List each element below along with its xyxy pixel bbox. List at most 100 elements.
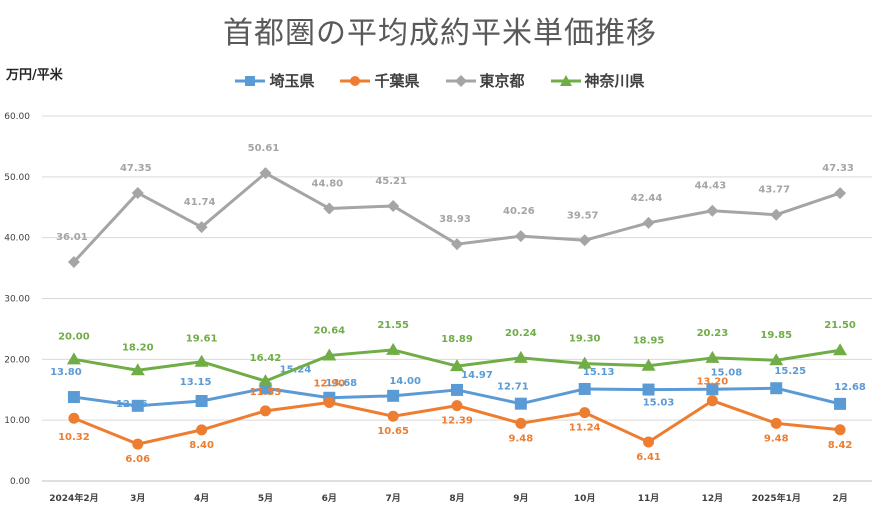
data-label: 40.26 [503,206,535,217]
legend-marker-kanagawa [550,74,581,86]
data-point [196,424,208,436]
x-tick-label: 2024年2月 [49,492,98,504]
x-tick-label: 6月 [322,493,337,504]
legend-label-saitama: 埼玉県 [269,72,315,90]
data-label: 21.50 [824,320,856,331]
data-point [386,342,401,355]
data-point [451,238,463,251]
data-label: 20.24 [505,328,537,339]
y-tick-label: 50.00 [4,173,30,183]
data-label: 8.40 [189,440,214,451]
x-tick-label: 2月 [832,493,847,504]
data-label: 13.68 [325,378,357,389]
data-label: 50.61 [248,143,280,154]
legend-item-tokyo: 東京都 [445,70,525,91]
data-point [578,234,591,247]
data-point [130,363,145,376]
data-label: 14.00 [389,376,421,387]
legend-label-chiba: 千葉県 [374,72,420,90]
y-tick-label: 10.00 [4,416,30,426]
data-label: 8.42 [828,440,853,451]
data-label: 20.64 [313,325,345,336]
data-label: 18.20 [122,342,154,353]
y-tick-label: 20.00 [4,355,30,365]
data-label: 13.20 [697,377,729,388]
data-point [770,417,782,429]
data-point [132,438,144,450]
data-label: 12.71 [497,382,529,393]
data-point [578,382,591,395]
data-label: 10.32 [58,432,90,443]
data-point [194,354,209,367]
data-point [515,417,527,429]
legend-label-tokyo: 東京都 [479,72,525,90]
data-point [642,216,655,229]
data-point [451,400,463,412]
data-point [834,397,847,410]
data-label: 43.77 [758,185,790,196]
data-point [131,399,144,412]
data-point [514,397,527,410]
data-point [834,424,846,436]
data-point [258,374,273,387]
data-label: 11.24 [569,423,601,434]
data-label: 44.43 [695,181,727,192]
data-point [641,358,656,371]
data-label: 15.25 [774,366,806,377]
data-label: 19.61 [186,334,218,345]
x-tick-label: 2025年1月 [752,492,801,504]
data-label: 20.00 [58,331,90,342]
data-label: 36.01 [56,232,88,243]
data-label: 18.95 [633,336,665,347]
data-point [514,230,527,243]
data-point [259,405,271,417]
data-label: 12.68 [834,382,866,393]
x-tick-label: 7月 [386,493,401,504]
data-point [705,350,720,363]
data-point [579,407,591,419]
data-label: 41.74 [184,197,216,208]
data-label: 45.21 [375,176,407,187]
chart-title: 首都圏の平均成約平米単価推移 [223,16,657,51]
x-tick-label: 4月 [194,493,209,504]
data-label: 13.80 [50,367,82,378]
data-point [67,391,80,404]
data-label: 6.06 [125,454,150,465]
data-point [131,186,144,199]
data-point [322,348,337,361]
data-label: 18.89 [441,334,473,345]
data-point [706,204,719,217]
x-tick-label: 10月 [574,493,596,504]
data-point [643,436,655,448]
legend: 埼玉県 千葉県 東京都 神奈川県 [0,70,880,91]
data-label: 11.53 [250,387,282,398]
y-tick-label: 40.00 [4,234,30,244]
data-point [67,255,80,268]
data-label: 20.23 [697,328,729,339]
x-tick-label: 11月 [638,493,660,504]
data-point [770,382,783,395]
data-label: 15.08 [711,367,743,378]
data-label: 12.39 [441,416,473,427]
data-point [577,356,592,369]
data-label: 15.03 [643,398,675,409]
data-label: 16.42 [250,353,282,364]
data-point [642,383,655,396]
data-label: 47.35 [120,163,152,174]
data-label: 14.97 [461,370,493,381]
data-point [769,353,784,366]
data-label: 6.41 [636,452,661,463]
y-tick-label: 0.00 [10,477,30,487]
data-point [195,221,208,234]
data-point [706,383,719,396]
legend-marker-saitama [235,75,266,86]
legend-marker-chiba [340,75,371,86]
data-label: 19.30 [569,334,601,345]
data-label: 47.33 [822,163,854,174]
data-point [834,187,847,200]
x-tick-label: 5月 [258,493,273,504]
data-label: 38.93 [439,214,471,225]
data-point [387,410,399,422]
data-point [451,383,463,396]
